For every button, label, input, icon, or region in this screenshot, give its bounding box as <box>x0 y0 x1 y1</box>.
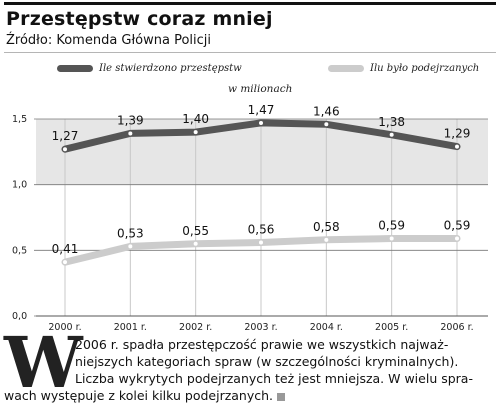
data-label-2: 0,59 <box>378 219 405 233</box>
legend-swatch-light <box>328 64 364 72</box>
article-line-2: niejszych kategoriach spraw (w szczególn… <box>75 354 459 369</box>
series-point-1 <box>324 122 329 127</box>
data-label-2: 0,55 <box>182 224 209 238</box>
dropcap: W <box>4 321 83 404</box>
series-point-1 <box>455 144 459 149</box>
data-label-2: 0,41 <box>52 242 79 256</box>
data-label-1: 1,40 <box>182 112 209 126</box>
y-tick-label: 0,0 <box>12 311 27 322</box>
x-tick-label: 2006 r. <box>440 322 473 333</box>
end-mark-icon <box>277 392 286 401</box>
top-rule <box>4 2 496 5</box>
x-tick-label: 2003 r. <box>244 322 277 333</box>
header-divider <box>4 52 496 53</box>
article-line-1: 2006 r. spadła przestępczość prawie we w… <box>75 337 449 352</box>
unit-label: w milionach <box>228 83 293 95</box>
article-text: 2006 r. spadła przestępczość prawie we w… <box>4 336 495 404</box>
x-tick-label: 2004 r. <box>310 322 343 333</box>
data-label-2: 0,58 <box>313 220 340 234</box>
data-label-2: 0,53 <box>117 226 144 240</box>
y-tick-label: 1,5 <box>12 114 27 125</box>
data-label-1: 1,39 <box>117 113 144 127</box>
article-line-4: wach występuje z kolei kilku podejrzanyc… <box>4 388 274 403</box>
series-point-1 <box>193 130 198 135</box>
series-point-1 <box>63 147 67 152</box>
x-tick-label: 2001 r. <box>114 322 147 333</box>
series-point-2 <box>389 236 394 241</box>
series-point-2 <box>63 260 67 265</box>
data-label-1: 1,47 <box>248 103 275 117</box>
y-tick-label: 1,0 <box>12 180 27 191</box>
x-tick-label: 2005 r. <box>375 322 408 333</box>
x-tick-label: 2000 r. <box>48 322 81 333</box>
series-point-1 <box>128 131 133 136</box>
series-point-2 <box>455 236 459 241</box>
legend-item-crimes: Ile stwierdzono przestępstw <box>57 61 242 75</box>
series-point-2 <box>193 241 198 246</box>
series-point-2 <box>128 244 133 249</box>
legend-label-crimes: Ile stwierdzono przestępstw <box>99 62 242 74</box>
source-line: Źródło: Komenda Główna Policji <box>6 33 212 48</box>
article-line-3: Liczba wykrytych podejrzanych też jest m… <box>75 371 473 386</box>
series-point-2 <box>324 237 329 242</box>
series-point-1 <box>389 132 394 137</box>
data-label-1: 1,38 <box>378 115 405 129</box>
data-label-2: 0,59 <box>444 219 471 233</box>
data-label-1: 1,46 <box>313 104 340 118</box>
data-label-1: 1,29 <box>444 127 471 141</box>
legend-item-suspects: Ilu było podejrzanych <box>328 61 479 75</box>
series-point-1 <box>259 120 263 125</box>
data-label-2: 0,56 <box>248 222 275 236</box>
data-label-1: 1,27 <box>52 129 79 143</box>
legend-swatch-dark <box>57 64 93 72</box>
chart-title: Przestępstw coraz mniej <box>6 8 273 30</box>
series-point-2 <box>259 240 263 245</box>
plot-band <box>36 119 488 185</box>
y-tick-label: 0,5 <box>12 245 27 256</box>
x-tick-label: 2002 r. <box>179 322 212 333</box>
legend-label-suspects: Ilu było podejrzanych <box>370 62 480 74</box>
